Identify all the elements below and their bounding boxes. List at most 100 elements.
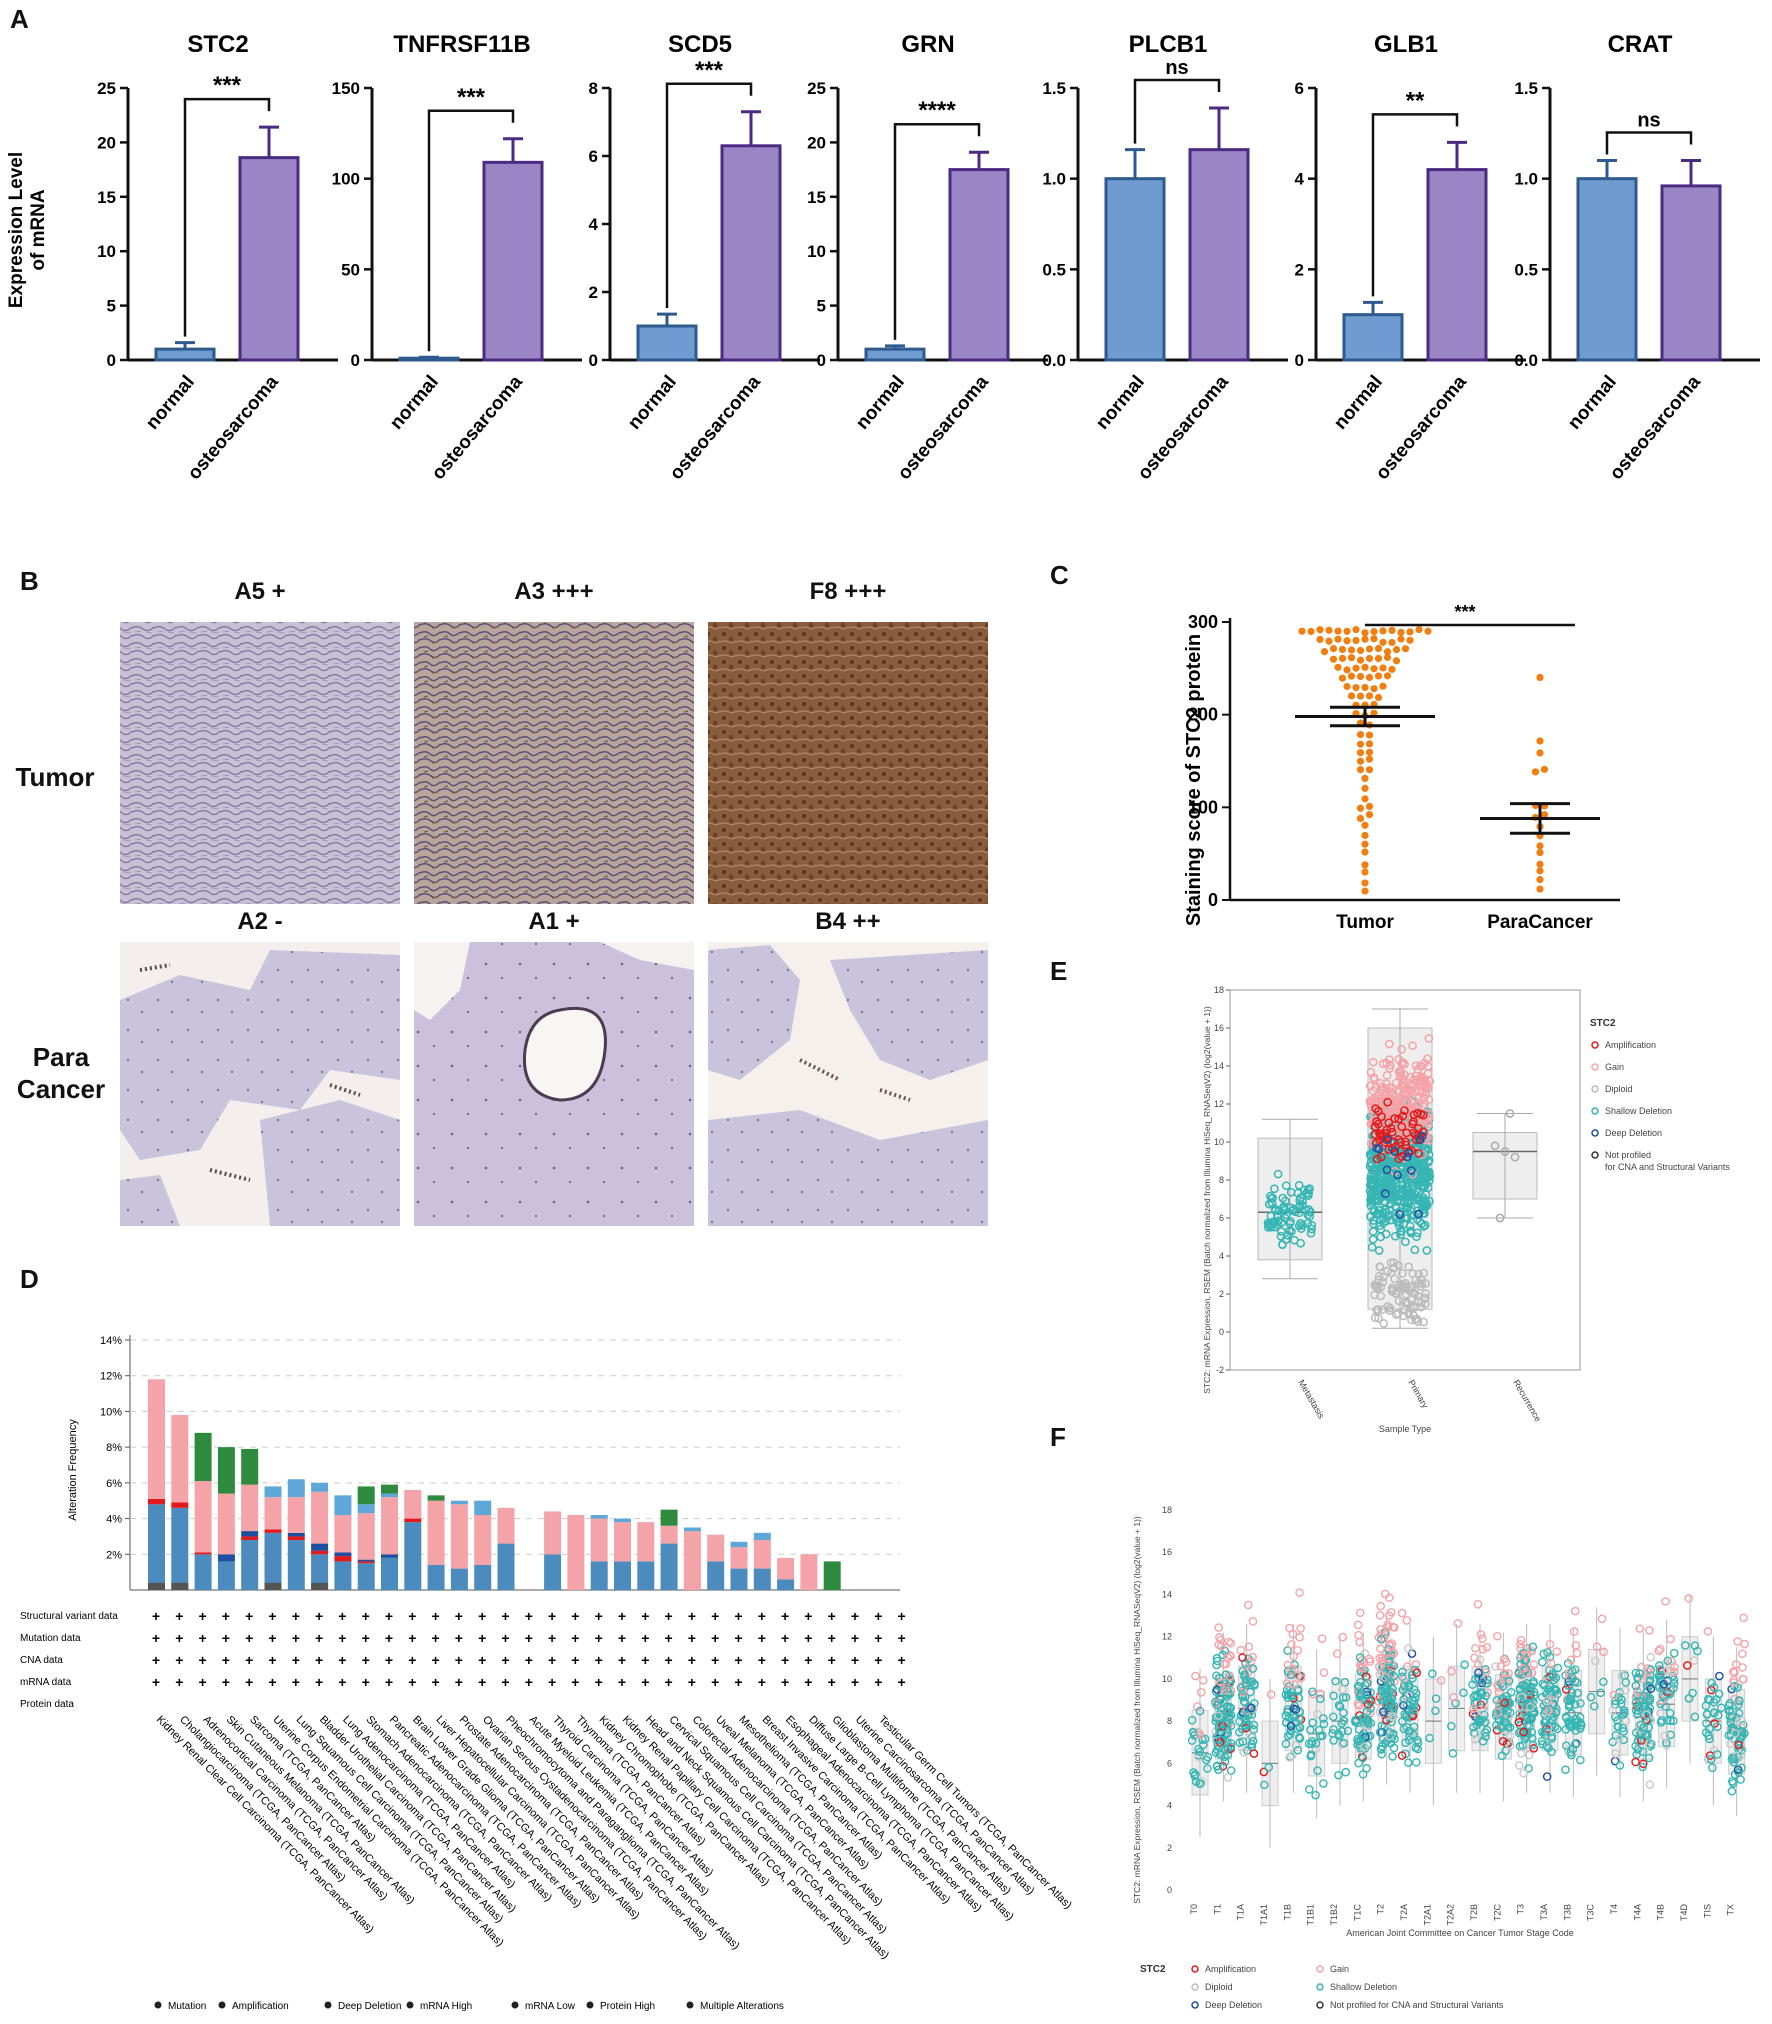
d-y-tick-label-3: 8%: [106, 1442, 122, 1454]
f-point: [1736, 1750, 1746, 1760]
f-point: [1213, 1741, 1223, 1750]
f-point: [1576, 1755, 1585, 1765]
e-y-tick-label-8: 14: [1214, 1061, 1224, 1071]
c-point: [1392, 657, 1401, 665]
c-point: [1536, 860, 1544, 868]
d-bar-3-high: [217, 1493, 235, 1555]
d-bar-13-low: [450, 1500, 468, 1505]
d-row-marker-3-14: +: [478, 1674, 486, 1690]
sig-label-5: **: [1406, 87, 1425, 114]
e-point: [1374, 1246, 1384, 1255]
c-point: [1361, 879, 1369, 887]
e-point: [1375, 1221, 1385, 1231]
e-point: [1393, 1170, 1402, 1180]
c-point: [1370, 665, 1378, 673]
e-point: [1267, 1194, 1277, 1203]
f-point: [1238, 1692, 1248, 1702]
e-point: [1376, 1082, 1386, 1092]
d-row-marker-2-0: +: [152, 1652, 160, 1668]
d-row-marker-2-4: +: [245, 1652, 253, 1668]
f-x-label-5: T1B1: [1306, 1904, 1316, 1926]
f-point: [1729, 1667, 1738, 1676]
c-point: [1379, 638, 1387, 646]
f-point: [1631, 1668, 1641, 1678]
e-point: [1374, 1144, 1384, 1154]
f-point: [1516, 1650, 1526, 1660]
d-row-marker-1-12: +: [432, 1630, 440, 1646]
chart-title-4: PLCB1: [1129, 31, 1208, 58]
f-point: [1404, 1727, 1414, 1736]
f-point: [1214, 1623, 1224, 1632]
d-bar-18-high: [567, 1515, 585, 1590]
chart-title-6: CRAT: [1608, 31, 1673, 58]
f-point: [1250, 1681, 1259, 1690]
f-point: [1524, 1764, 1533, 1773]
d-row-marker-1-21: +: [641, 1630, 649, 1646]
f-point: [1500, 1669, 1510, 1678]
d-bar-6-del: [287, 1532, 305, 1537]
f-point: [1460, 1660, 1469, 1670]
y-tick-label-0-3: 15: [97, 188, 116, 207]
d-bar-4-multi: [241, 1448, 259, 1485]
f-point: [1576, 1699, 1585, 1708]
f-point: [1566, 1655, 1576, 1665]
e-point: [1376, 1085, 1386, 1095]
f-point: [1365, 1654, 1374, 1664]
c-point: [1388, 626, 1396, 635]
y-tick-label-2-3: 6: [589, 147, 598, 166]
f-point: [1409, 1722, 1419, 1732]
c-point: [1365, 692, 1374, 700]
f-point: [1319, 1668, 1329, 1677]
c-y-tick-label-2: 200: [1188, 705, 1218, 725]
d-row-marker-0-14: +: [478, 1608, 486, 1624]
d-legend-label-0: Mutation: [168, 2001, 206, 2012]
e-point: [1365, 1081, 1375, 1091]
e-x-label-2: Recurrence: [1511, 1378, 1543, 1423]
f-point: [1517, 1749, 1526, 1758]
d-bar-2-mut: [194, 1554, 212, 1590]
f-legend-label-2: Diploid: [1205, 1982, 1233, 1992]
d-row-marker-2-27: +: [781, 1652, 789, 1668]
f-point: [1567, 1750, 1576, 1760]
f-point: [1212, 1762, 1222, 1771]
d-row-marker-3-21: +: [641, 1674, 649, 1690]
bar-4-1: [1188, 148, 1250, 362]
f-point: [1215, 1673, 1224, 1683]
d-bar-4-mut: [241, 1540, 259, 1590]
e-point: [1390, 1231, 1400, 1241]
e-point: [1414, 1148, 1423, 1158]
f-point: [1476, 1682, 1486, 1692]
e-point: [1307, 1224, 1316, 1234]
d-legend-marker-6: [686, 2001, 694, 2009]
e-point: [1393, 1129, 1402, 1139]
y-tick-label-3-1: 5: [817, 297, 826, 316]
e-point: [1367, 1242, 1377, 1252]
f-point: [1239, 1697, 1249, 1706]
f-point: [1286, 1721, 1296, 1731]
e-ylabel: STC2: mRNA Expression, RSEM (Batch norma…: [1202, 1006, 1212, 1394]
f-point: [1283, 1690, 1293, 1700]
d-row-marker-2-25: +: [734, 1652, 742, 1668]
d-row-marker-2-12: +: [432, 1652, 440, 1668]
c-point: [1356, 765, 1365, 774]
c-point: [1325, 626, 1333, 634]
d-bar-13-mut: [450, 1568, 468, 1590]
c-point: [1361, 848, 1369, 856]
d-bar-7-mut: [311, 1554, 329, 1590]
sig-bracket-4: [1133, 78, 1221, 144]
y-tick-label-0-4: 20: [97, 133, 116, 152]
d-row-marker-3-20: +: [618, 1674, 626, 1690]
d-row-marker-3-28: +: [804, 1674, 812, 1690]
d-bar-15-high: [497, 1507, 515, 1544]
d-row-marker-2-11: +: [408, 1652, 416, 1668]
d-bar-0-amp: [148, 1498, 165, 1505]
f-point: [1447, 1666, 1456, 1676]
e-point: [1281, 1181, 1291, 1191]
f-point: [1708, 1763, 1717, 1773]
d-row-marker-1-5: +: [268, 1630, 276, 1646]
f-point: [1289, 1652, 1298, 1661]
f-point: [1398, 1667, 1407, 1677]
e-point: [1397, 1152, 1407, 1161]
c-point: [1379, 664, 1387, 672]
d-bar-6-low: [287, 1479, 305, 1498]
